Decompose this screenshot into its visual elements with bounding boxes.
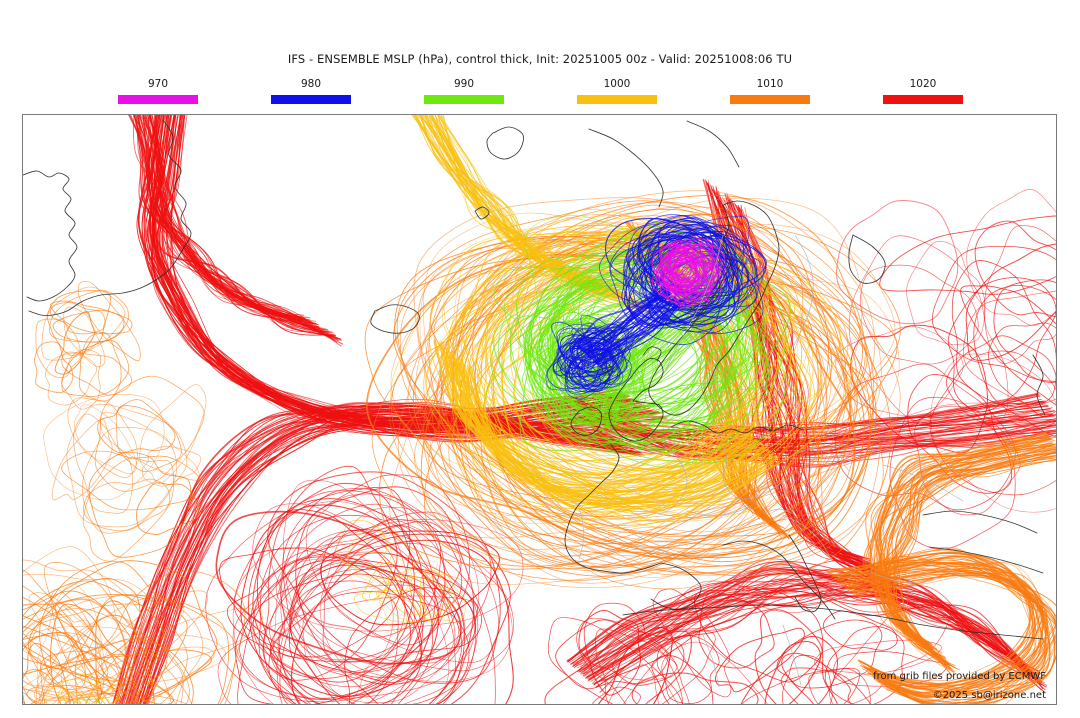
legend-swatch-990	[424, 95, 504, 104]
pressure-colorbar-legend: 970 980 990 1000 1010 1020	[0, 78, 1080, 108]
legend-item-980[interactable]: 980	[251, 78, 371, 104]
legend-swatch-1000	[577, 95, 657, 104]
legend-label-1020: 1020	[909, 78, 937, 90]
legend-item-990[interactable]: 990	[404, 78, 524, 104]
credit-source: from grib files provided by ECMWF	[873, 671, 1046, 682]
legend-label-1000: 1000	[603, 78, 631, 90]
credit-copyright: ©2025 sb@irizone.net	[932, 690, 1046, 701]
coastline-layer	[23, 119, 1046, 640]
legend-item-1000[interactable]: 1000	[557, 78, 677, 104]
legend-swatch-970	[118, 95, 198, 104]
legend-swatch-980	[271, 95, 351, 104]
legend-swatch-1010	[730, 95, 810, 104]
isobar-contours	[23, 115, 1056, 704]
legend-item-970[interactable]: 970	[98, 78, 218, 104]
legend-label-990: 990	[453, 78, 475, 90]
legend-swatch-1020	[883, 95, 963, 104]
legend-label-1010: 1010	[756, 78, 784, 90]
map-plot-area[interactable]	[22, 114, 1057, 705]
legend-item-1020[interactable]: 1020	[863, 78, 983, 104]
legend-label-980: 980	[300, 78, 322, 90]
chart-title: IFS - ENSEMBLE MSLP (hPa), control thick…	[287, 52, 793, 66]
country-border-layer	[578, 234, 964, 688]
ensemble-isobar-plot	[23, 115, 1056, 704]
legend-label-970: 970	[147, 78, 169, 90]
legend-item-1010[interactable]: 1010	[710, 78, 830, 104]
